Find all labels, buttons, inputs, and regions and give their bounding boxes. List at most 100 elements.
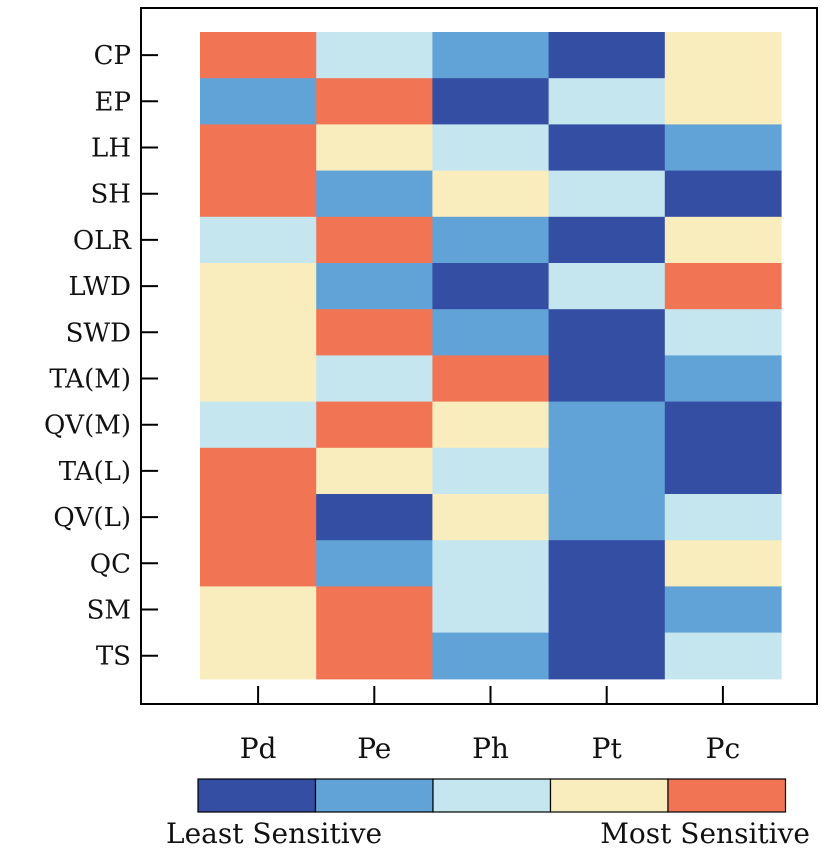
heatmap-cell <box>316 494 433 541</box>
heatmap-cell <box>316 447 433 495</box>
heatmap-cell <box>664 78 782 125</box>
heatmap-cell <box>548 632 666 680</box>
y-tick-label: SH <box>91 180 132 210</box>
heatmap-cell <box>664 263 782 310</box>
heatmap-cell <box>664 216 782 264</box>
heatmap-cell <box>316 540 433 587</box>
heatmap-cell <box>432 124 550 172</box>
x-tick-label: Pt <box>592 732 623 765</box>
heatmap-cell <box>432 170 550 218</box>
heatmap-cell <box>664 401 782 449</box>
heatmap-cell <box>316 216 433 264</box>
heatmap-cell <box>200 355 317 403</box>
heatmap-cell <box>200 32 317 79</box>
y-tick-label: TA(L) <box>59 457 131 487</box>
heatmap-cell <box>664 586 782 634</box>
y-tick-label: CP <box>94 41 131 71</box>
heatmap-cell <box>200 78 317 125</box>
heatmap-cell <box>316 632 433 680</box>
heatmap-cell <box>316 586 433 634</box>
heatmap-cell <box>316 32 433 79</box>
heatmap-cell <box>548 170 666 218</box>
heatmap-cell <box>432 309 550 356</box>
heatmap-cell <box>432 447 550 495</box>
y-tick-label: LWD <box>68 272 131 302</box>
x-axis: Pd Pe Ph Pt Pc <box>240 686 740 765</box>
heatmap-cell <box>200 401 317 449</box>
heatmap-cell <box>664 124 782 172</box>
y-tick-label: SM <box>87 596 131 626</box>
heatmap-cell <box>664 32 782 79</box>
x-tick-label: Pc <box>706 732 741 765</box>
heatmap-cell <box>548 447 666 495</box>
heatmap-cell <box>548 586 666 634</box>
heatmap-cell <box>200 540 317 587</box>
heatmap-cell <box>432 632 550 680</box>
y-tick-label: TS <box>96 642 131 672</box>
heatmap-cell <box>316 355 433 403</box>
heatmap-cell <box>200 216 317 264</box>
heatmap-cell <box>548 355 666 403</box>
heatmap-cell <box>548 309 666 356</box>
heatmap-cell <box>200 632 317 680</box>
heatmap-cell <box>200 263 317 310</box>
heatmap-cell <box>548 263 666 310</box>
heatmap-cell <box>664 447 782 495</box>
y-tick-label: SWD <box>66 318 131 348</box>
legend-swatch <box>197 778 317 813</box>
y-tick-label: OLR <box>73 226 133 256</box>
heatmap-cell <box>664 170 782 218</box>
y-tick-label: TA(M) <box>49 365 131 395</box>
x-tick-label: Pe <box>357 732 391 765</box>
heatmap-cell <box>432 263 550 310</box>
heatmap-cell <box>548 78 666 125</box>
heatmap-cell <box>316 263 433 310</box>
heatmap-cell <box>432 78 550 125</box>
heatmap-cell <box>432 586 550 634</box>
heatmap-cell <box>200 447 317 495</box>
heatmap-cell <box>664 494 782 541</box>
heatmap-cell <box>432 401 550 449</box>
heatmap-cell <box>548 494 666 541</box>
legend-high-label: Most Sensitive <box>600 817 810 850</box>
heatmap-cell <box>432 494 550 541</box>
y-tick-label: QC <box>90 549 131 579</box>
heatmap-cell <box>432 216 550 264</box>
legend-swatch <box>432 778 552 813</box>
heatmap-cell <box>316 170 433 218</box>
heatmap-cell <box>316 124 433 172</box>
heatmap-cell <box>200 170 317 218</box>
heatmap-cell <box>432 540 550 587</box>
heatmap-cell <box>316 78 433 125</box>
y-tick-label: LH <box>91 134 131 164</box>
y-tick-label: EP <box>95 87 131 117</box>
heatmap-cell <box>316 309 433 356</box>
y-axis: CP EP LH SH OLR LWD SWD TA(M) QV(M) TA(L) QV(L) QC S… <box>44 41 158 672</box>
heatmap-cell <box>200 124 317 172</box>
legend-swatch <box>549 778 669 813</box>
heatmap-cell <box>664 355 782 403</box>
heatmap-cell <box>548 401 666 449</box>
legend-swatch <box>314 778 434 813</box>
x-tick-label: Pd <box>240 732 277 765</box>
heatmap-cell <box>432 355 550 403</box>
y-tick-label: QV(M) <box>44 411 131 441</box>
color-legend <box>197 778 787 813</box>
heatmap-cell <box>200 494 317 541</box>
legend-swatch <box>667 778 787 813</box>
heatmap-cell <box>432 32 550 79</box>
heatmap-cell <box>316 401 433 449</box>
heatmap-cell <box>200 586 317 634</box>
heatmap-cell <box>200 309 317 356</box>
x-tick-label: Ph <box>472 732 509 765</box>
heatmap-cell <box>664 309 782 356</box>
heatmap-cell <box>548 216 666 264</box>
heatmap-cells <box>200 32 782 680</box>
legend-low-label: Least Sensitive <box>166 817 382 850</box>
heatmap-cell <box>664 632 782 680</box>
heatmap-cell <box>548 540 666 587</box>
plot-frame <box>140 7 818 705</box>
heatmap-cell <box>664 540 782 587</box>
y-tick-label: QV(L) <box>53 503 131 533</box>
